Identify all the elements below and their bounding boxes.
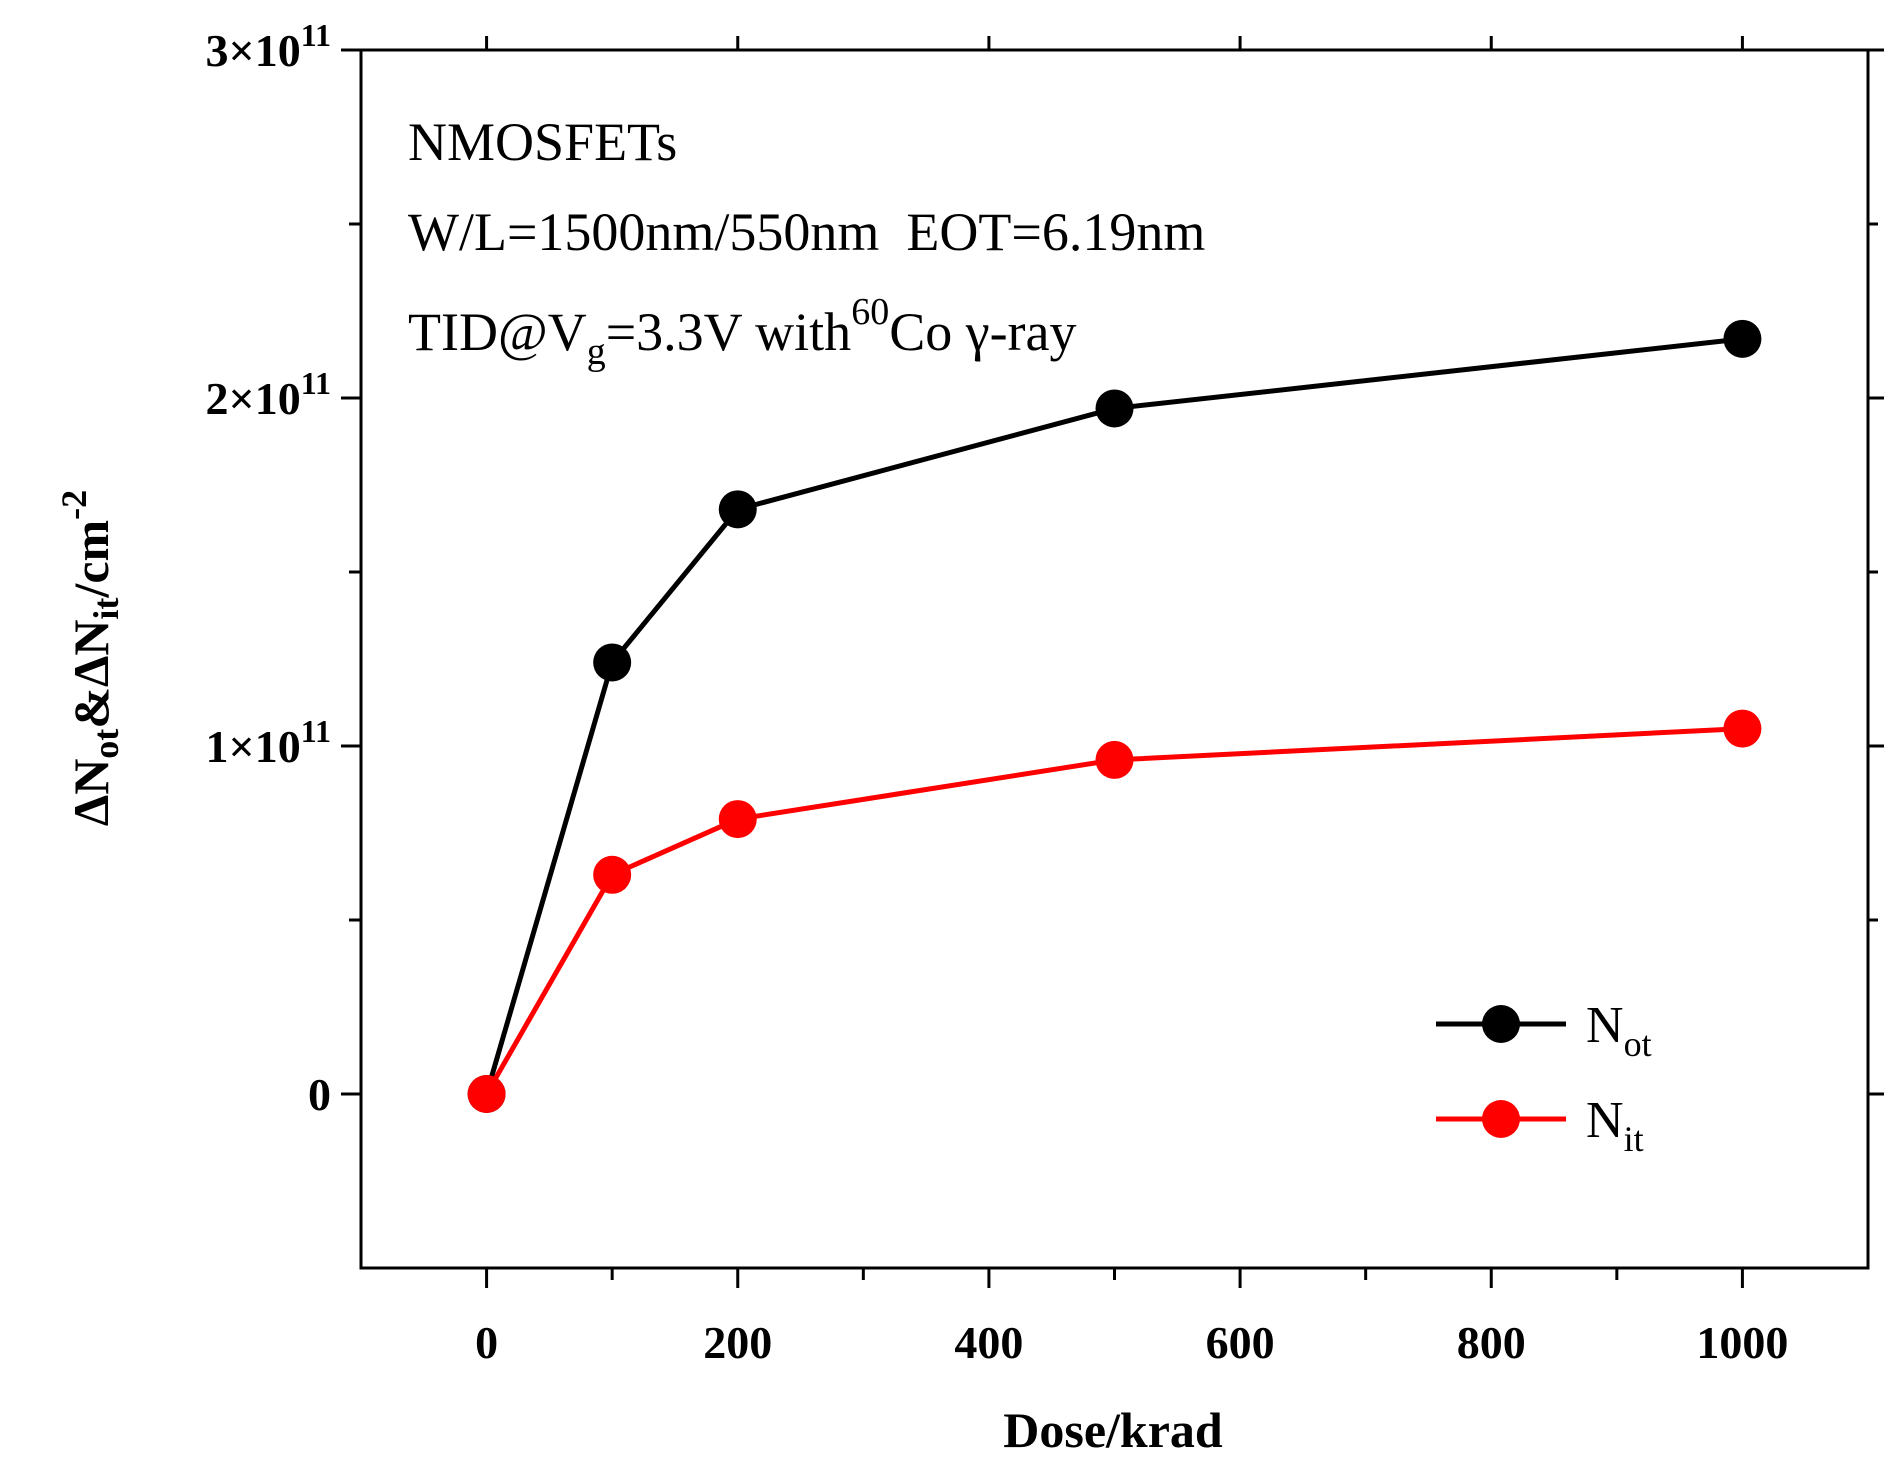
y-tick-label-base: 0 <box>308 1069 331 1120</box>
series-ot <box>467 319 1762 1113</box>
y-tick-label: 1×1011 <box>206 713 331 772</box>
annotation-line-2: W/L=1500nm/550nm EOT=6.19nm <box>408 202 1205 262</box>
y-axis-title: ΔNot&ΔNit/cm-2 <box>54 490 126 826</box>
y-tick-label: 0 <box>308 1069 331 1120</box>
y-tick-label-base: 2×10 <box>206 373 301 424</box>
data-point-it <box>467 1075 506 1113</box>
y-tick-label-base: 3×10 <box>206 25 301 76</box>
legend: Not Nit <box>1436 997 1652 1159</box>
data-point-ot <box>1095 389 1134 428</box>
annotation-block: NMOSFETs W/L=1500nm/550nm EOT=6.19nm TID… <box>408 112 1205 373</box>
axis-ticks <box>341 36 1884 1288</box>
data-point-ot <box>1723 319 1762 358</box>
y-tick-label-base: 1×10 <box>206 721 301 772</box>
data-point-it <box>593 855 632 894</box>
x-tick-label: 0 <box>475 1317 498 1368</box>
y-tick-label-exponent: 11 <box>301 17 331 53</box>
legend-label-nit: Nit <box>1586 1092 1644 1159</box>
data-point-ot <box>718 490 757 529</box>
x-tick-label: 800 <box>1457 1317 1526 1368</box>
annotation-line-3: TID@Vg=3.3V with60Co γ-ray <box>408 291 1077 373</box>
series-layer <box>467 319 1762 1113</box>
legend-marker-nit <box>1482 1100 1520 1138</box>
x-tick-label: 200 <box>703 1317 772 1368</box>
x-axis-title: Dose/krad <box>1003 1402 1223 1458</box>
series-line-it <box>484 726 1743 1096</box>
data-point-it <box>1723 709 1762 748</box>
data-point-ot <box>593 643 632 682</box>
series-line-ot <box>484 336 1743 1095</box>
legend-marker-not <box>1482 1005 1520 1043</box>
data-point-it <box>1095 740 1134 779</box>
x-tick-label: 600 <box>1206 1317 1275 1368</box>
y-tick-label-exponent: 11 <box>301 713 331 749</box>
data-point-it <box>718 800 757 839</box>
x-tick-label: 1000 <box>1696 1317 1788 1368</box>
annotation-line-1: NMOSFETs <box>408 112 677 172</box>
y-tick-label: 3×1011 <box>206 17 331 76</box>
x-tick-label: 400 <box>954 1317 1023 1368</box>
series-it <box>467 709 1762 1113</box>
legend-label-not: Not <box>1586 997 1652 1064</box>
y-tick-label-exponent: 11 <box>301 365 331 401</box>
y-tick-label: 2×1011 <box>206 365 331 424</box>
